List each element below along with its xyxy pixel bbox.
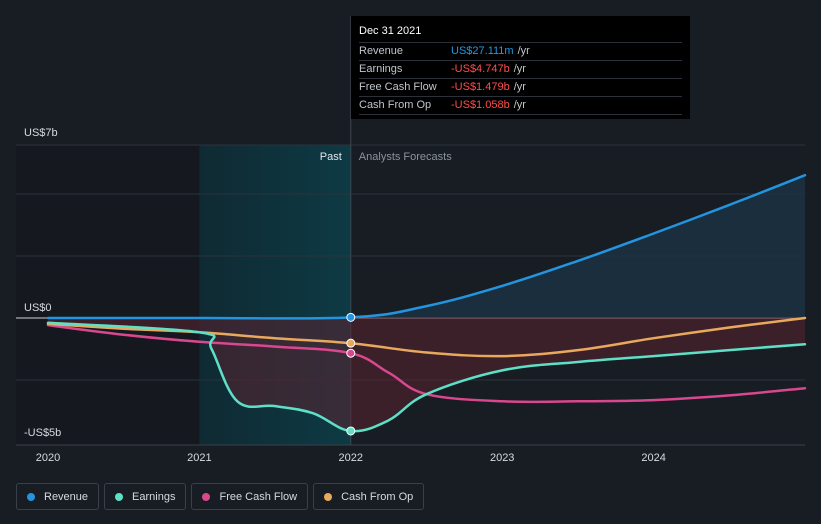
- revenue-area: [48, 175, 805, 319]
- tooltip-unit: /yr: [513, 81, 526, 93]
- legend-item-earnings[interactable]: Earnings: [104, 483, 187, 510]
- legend-label: Cash From Op: [341, 490, 414, 503]
- y-tick-label: -US$5b: [24, 427, 61, 439]
- legend-label: Revenue: [44, 490, 89, 503]
- tooltip-date: Dec 31 2021: [359, 24, 682, 43]
- legend: Revenue Earnings Free Cash Flow Cash Fro…: [16, 483, 425, 510]
- earnings-area: [48, 318, 805, 432]
- revenue-line: [46, 173, 807, 320]
- y-tick-label: US$0: [24, 302, 52, 314]
- tooltip-value: -US$4.747b: [451, 63, 510, 75]
- legend-dot-icon: [324, 492, 333, 501]
- tooltip-row-revenue: Revenue US$27.111m /yr: [359, 43, 682, 61]
- tooltip-unit: /yr: [517, 45, 530, 57]
- revenue-marker: [346, 312, 356, 322]
- tooltip: Dec 31 2021 Revenue US$27.111m /yr Earni…: [351, 16, 690, 119]
- tooltip-unit: /yr: [513, 63, 526, 75]
- legend-dot-icon: [27, 492, 35, 501]
- legend-label: Earnings: [132, 490, 176, 503]
- tooltip-label: Earnings: [359, 63, 403, 75]
- x-tick-label: 2024: [641, 452, 665, 464]
- forecast-label: Analysts Forecasts: [359, 151, 452, 163]
- free-cash-flow-marker: [346, 348, 356, 358]
- x-tick-label: 2022: [339, 452, 363, 464]
- legend-item-revenue[interactable]: Revenue: [16, 483, 100, 510]
- legend-label: Free Cash Flow: [219, 490, 298, 503]
- tooltip-label: Free Cash Flow: [359, 81, 437, 93]
- x-tick-label: 2020: [36, 452, 60, 464]
- x-tick-label: 2021: [187, 452, 211, 464]
- y-tick-label: US$7b: [24, 127, 58, 139]
- legend-item-cash-from-op[interactable]: Cash From Op: [313, 483, 425, 510]
- legend-dot-icon: [202, 492, 211, 501]
- tooltip-label: Revenue: [359, 45, 404, 57]
- past-label: Past: [320, 151, 342, 163]
- tooltip-value: -US$1.058b: [451, 99, 510, 111]
- tooltip-value: -US$1.479b: [451, 81, 510, 93]
- tooltip-row-free-cash-flow: Free Cash Flow -US$1.479b /yr: [359, 79, 682, 97]
- earnings-line: [46, 321, 807, 433]
- past-region-dark: [16, 145, 200, 445]
- tooltip-value: US$27.111m: [451, 45, 514, 57]
- earnings-marker: [346, 426, 356, 436]
- x-tick-label: 2023: [490, 452, 514, 464]
- free-cash-flow-line: [46, 323, 807, 404]
- tooltip-row-earnings: Earnings -US$4.747b /yr: [359, 61, 682, 79]
- tooltip-row-cash-from-op: Cash From Op -US$1.058b /yr: [359, 97, 682, 115]
- tooltip-unit: /yr: [513, 99, 526, 111]
- legend-item-free-cash-flow[interactable]: Free Cash Flow: [191, 483, 309, 510]
- cash-from-op-marker: [346, 338, 356, 348]
- legend-dot-icon: [115, 492, 124, 501]
- tooltip-label: Cash From Op: [359, 99, 432, 111]
